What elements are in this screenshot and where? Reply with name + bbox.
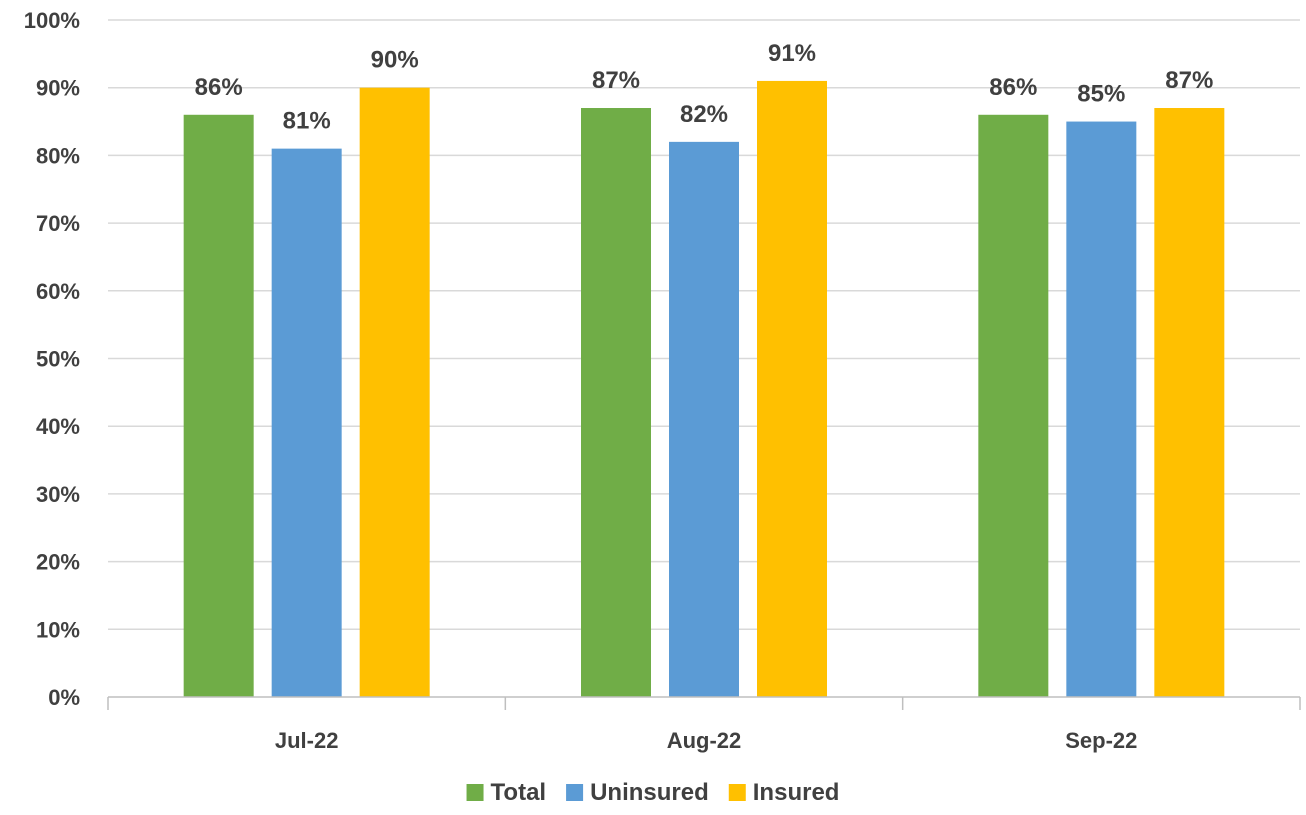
data-label: 91%: [768, 40, 816, 67]
bar-uninsured-jul-22: [271, 148, 342, 697]
data-label: 90%: [371, 47, 419, 74]
legend-label-insured: Insured: [753, 779, 840, 806]
data-label: 86%: [989, 74, 1037, 101]
x-axis-category-labels: Jul-22 Aug-22 Sep-22: [275, 728, 1138, 753]
legend-swatch-total: [466, 784, 484, 801]
x-category-label: Sep-22: [1065, 728, 1137, 753]
data-labels: 86% 81% 90% 87% 82% 91% 86% 85% 87%: [195, 40, 1214, 135]
data-label: 87%: [1165, 67, 1213, 94]
legend-swatch-insured: [728, 784, 746, 801]
bar-uninsured-aug-22: [669, 141, 739, 698]
bar-insured-aug-22: [757, 80, 827, 698]
x-category-label: Aug-22: [667, 728, 742, 753]
bar-insured-jul-22: [359, 87, 430, 697]
y-tick-label: 10%: [36, 617, 80, 642]
bar-total-sep-22: [978, 114, 1049, 697]
y-tick-label: 70%: [36, 211, 80, 236]
bar-insured-sep-22: [1154, 108, 1225, 697]
y-tick-label: 100%: [24, 8, 80, 33]
y-tick-label: 30%: [36, 482, 80, 507]
bar-uninsured-sep-22: [1066, 121, 1137, 698]
y-tick-label: 0%: [48, 685, 80, 710]
y-tick-label: 80%: [36, 143, 80, 168]
legend-swatch-uninsured: [566, 784, 584, 801]
bars: [183, 80, 1225, 698]
y-tick-label: 40%: [36, 414, 80, 439]
legend-label-total: Total: [491, 779, 547, 806]
legend: Total Uninsured Insured: [466, 779, 840, 806]
bar-total-jul-22: [183, 114, 254, 697]
data-label: 82%: [680, 101, 728, 128]
data-label: 86%: [195, 74, 243, 101]
y-tick-label: 90%: [36, 76, 80, 101]
y-tick-label: 60%: [36, 279, 80, 304]
y-axis-tick-labels: 0% 10% 20% 30% 40% 50% 60% 70% 80% 90% 100%: [24, 8, 80, 710]
x-category-label: Jul-22: [275, 728, 339, 753]
legend-label-uninsured: Uninsured: [590, 779, 709, 806]
data-label: 81%: [283, 108, 331, 135]
y-tick-label: 20%: [36, 550, 80, 575]
y-tick-label: 50%: [36, 347, 80, 372]
data-label: 87%: [592, 67, 640, 94]
bar-total-aug-22: [581, 108, 651, 697]
data-label: 85%: [1077, 81, 1125, 108]
x-axis: [107, 696, 1301, 710]
